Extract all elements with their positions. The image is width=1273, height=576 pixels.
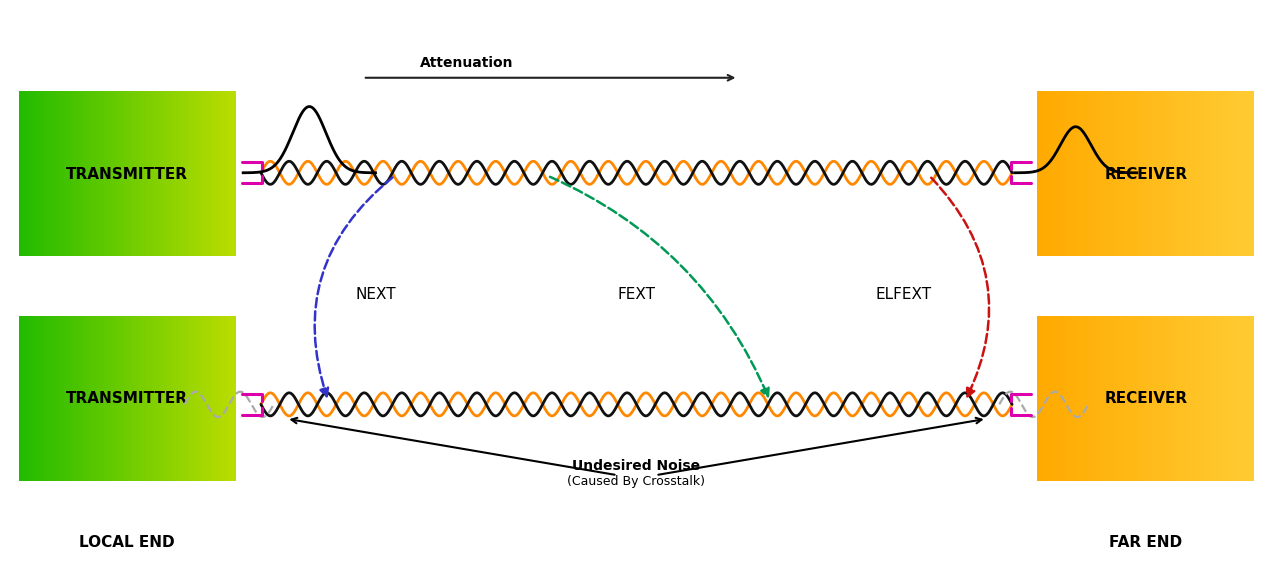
Text: (Caused By Crosstalk): (Caused By Crosstalk) bbox=[568, 475, 705, 488]
Text: LOCAL END: LOCAL END bbox=[79, 535, 176, 550]
FancyArrowPatch shape bbox=[932, 177, 989, 396]
Text: RECEIVER: RECEIVER bbox=[1104, 391, 1188, 407]
Text: FAR END: FAR END bbox=[1109, 535, 1183, 550]
Text: Attenuation: Attenuation bbox=[420, 56, 513, 70]
Text: RECEIVER: RECEIVER bbox=[1104, 166, 1188, 182]
Text: FEXT: FEXT bbox=[617, 287, 656, 302]
Text: NEXT: NEXT bbox=[355, 287, 396, 302]
FancyArrowPatch shape bbox=[314, 177, 392, 396]
Text: TRANSMITTER: TRANSMITTER bbox=[66, 166, 188, 182]
FancyArrowPatch shape bbox=[550, 177, 769, 396]
Text: Undesired Noise: Undesired Noise bbox=[573, 460, 700, 473]
Text: ELFEXT: ELFEXT bbox=[876, 287, 932, 302]
Text: TRANSMITTER: TRANSMITTER bbox=[66, 391, 188, 407]
